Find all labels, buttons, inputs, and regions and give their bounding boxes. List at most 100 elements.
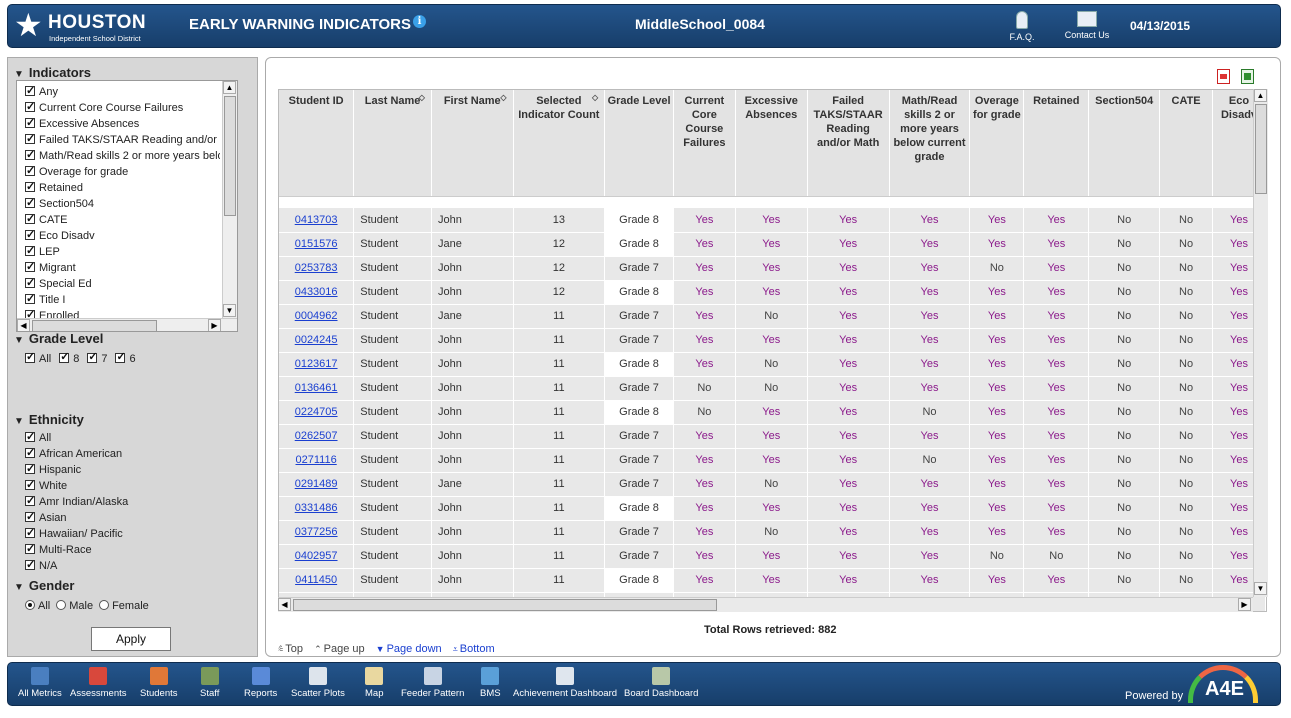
ethnicity-option[interactable]: Asian [25,509,128,526]
checkbox[interactable] [25,148,35,163]
grade-option[interactable]: 6 [115,350,136,365]
sort-icon[interactable]: ◇ [418,93,425,102]
grade-option[interactable]: 7 [87,350,107,365]
sort-icon[interactable]: ◇ [592,93,599,102]
student-id-link[interactable]: 0262507 [294,430,338,442]
indicator-option[interactable]: Title I [25,292,220,308]
gender-option[interactable]: Female [99,600,149,612]
checkbox[interactable] [25,445,35,461]
ethnicity-option[interactable]: Multi-Race [25,541,128,558]
scroll-down-icon[interactable]: ▼ [223,304,236,317]
apply-button[interactable]: Apply [91,627,171,651]
indicator-option[interactable]: Retained [25,180,220,196]
nav-map[interactable]: Map [365,667,383,699]
checkbox[interactable] [25,350,35,363]
checkbox[interactable] [25,228,35,243]
student-id-link[interactable]: 0123617 [294,358,338,370]
scroll-thumb[interactable] [32,320,157,331]
nav-board[interactable]: Board Dashboard [624,667,698,699]
scroll-up-icon[interactable]: ▲ [1254,89,1267,102]
indicator-option[interactable]: Overage for grade [25,164,220,180]
student-id-link[interactable]: 0136461 [294,382,338,394]
scroll-up-icon[interactable]: ▲ [223,81,236,94]
scroll-right-icon[interactable]: ▶ [208,319,221,331]
student-id-link[interactable]: 0411450 [295,574,338,586]
radio-button[interactable] [56,600,67,610]
ethnicity-option[interactable]: Amr Indian/Alaska [25,493,128,510]
grade-option[interactable]: All [25,350,51,365]
student-id-link[interactable]: 0253783 [294,262,338,274]
pdf-export-icon[interactable] [1217,69,1230,84]
gender-section-header[interactable]: ▼ Gender [14,578,74,593]
contact-us-link[interactable]: Contact Us [1060,11,1114,40]
indicator-option[interactable]: Failed TAKS/STAAR Reading and/or Math [25,132,220,148]
checkbox[interactable] [25,292,35,307]
checkbox[interactable] [25,260,35,275]
checkbox[interactable] [25,429,35,445]
ethnicity-option[interactable]: All [25,429,128,446]
indicator-option[interactable]: Eco Disadv [25,228,220,244]
nav-staff[interactable]: Staff [200,667,219,699]
grade-option[interactable]: 8 [59,350,79,365]
column-header[interactable]: Selected Indicator Count ◇ [513,90,606,197]
pager-top[interactable]: ⩯ Top [278,643,303,655]
gender-option[interactable]: Male [56,600,93,612]
faq-link[interactable]: F.A.Q. [1004,11,1040,42]
ethnicity-option[interactable]: N/A [25,557,128,574]
student-id-link[interactable]: 0413703 [294,213,338,226]
nav-feeder[interactable]: Feeder Pattern [401,667,464,699]
checkbox[interactable] [25,212,35,227]
student-id-link[interactable]: 0433016 [294,286,338,298]
nav-students[interactable]: Students [140,667,178,699]
scroll-down-icon[interactable]: ▼ [1254,582,1267,595]
checkbox[interactable] [25,132,35,147]
grid-vscroll[interactable]: ▲ ▼ [1253,89,1268,597]
column-header[interactable]: Last Name ◇ [353,90,432,197]
indicator-option[interactable]: Math/Read skills 2 or more years below [25,148,220,164]
indicator-option[interactable]: Current Core Course Failures [25,100,220,116]
student-id-link[interactable]: 0402957 [294,550,338,562]
student-id-link[interactable]: 0224705 [294,406,338,418]
scroll-left-icon[interactable]: ◀ [278,598,291,611]
scroll-thumb[interactable] [224,96,236,216]
checkbox[interactable] [25,196,35,211]
gender-option[interactable]: All [25,600,50,612]
indicator-option[interactable]: Special Ed [25,276,220,292]
indicator-option[interactable]: CATE [25,212,220,228]
checkbox[interactable] [25,84,35,99]
indicator-option[interactable]: Section504 [25,196,220,212]
checkbox[interactable] [25,244,35,259]
ethnicity-section-header[interactable]: ▼ Ethnicity [14,412,84,427]
sort-icon[interactable]: ◇ [500,93,507,102]
checkbox[interactable] [25,541,35,557]
pager-page-up[interactable]: ⌃ Page up [314,643,365,655]
checkbox[interactable] [25,180,35,195]
ethnicity-option[interactable]: Hawaiian/ Pacific [25,525,128,542]
student-id-link[interactable]: 0004962 [294,310,338,322]
pager-page-down[interactable]: ▼ Page down [376,643,442,655]
pager-bottom[interactable]: ⩡ Bottom [453,643,495,655]
checkbox[interactable] [25,461,35,477]
checkbox[interactable] [25,116,35,131]
student-id-link[interactable]: 0151576 [294,238,338,250]
column-header[interactable]: First Name ◇ [431,90,514,197]
scroll-left-icon[interactable]: ◀ [17,319,30,331]
student-id-link[interactable]: 0331486 [294,502,338,514]
checkbox[interactable] [25,509,35,525]
nav-reports[interactable]: Reports [244,667,277,699]
indicator-option[interactable]: Any [25,84,220,100]
scroll-right-icon[interactable]: ▶ [1238,598,1251,611]
indicator-hscroll[interactable]: ◀ ▶ [17,318,237,331]
nav-bms[interactable]: BMS [480,667,501,699]
ethnicity-option[interactable]: African American [25,445,128,462]
student-id-link[interactable]: 0291489 [294,478,338,490]
checkbox[interactable] [25,493,35,509]
nav-assessments[interactable]: Assessments [70,667,127,699]
indicator-vscroll[interactable]: ▲ ▼ [222,81,237,318]
indicators-section-header[interactable]: ▼ Indicators [14,65,91,80]
nav-scatter[interactable]: Scatter Plots [291,667,345,699]
radio-button[interactable] [99,600,110,610]
indicator-option[interactable]: Excessive Absences [25,116,220,132]
ethnicity-option[interactable]: Hispanic [25,461,128,478]
checkbox[interactable] [25,557,35,573]
